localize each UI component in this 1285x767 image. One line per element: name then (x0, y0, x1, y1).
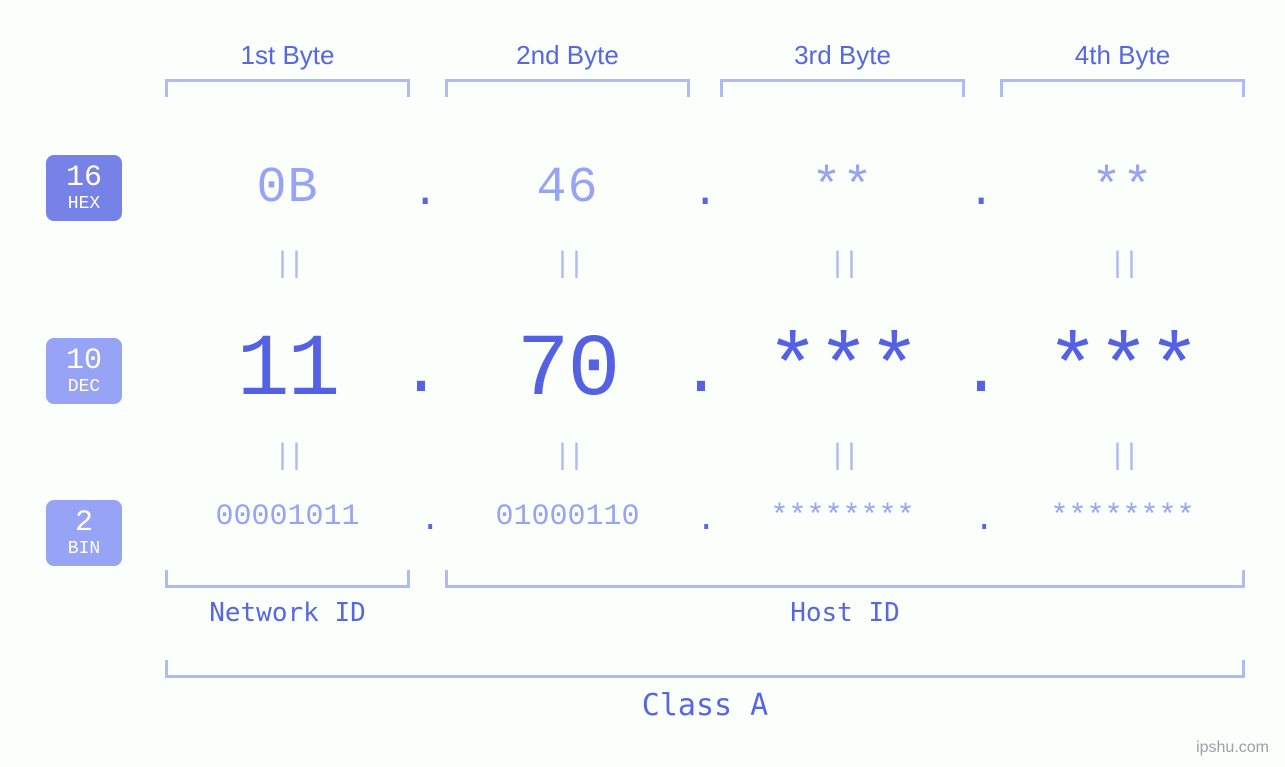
hex-val-4: ** (1000, 160, 1245, 217)
badge-hex: 16 HEX (46, 155, 122, 221)
byte-label-3: 3rd Byte (720, 40, 965, 71)
hex-dot-3: . (968, 168, 994, 218)
hex-dot-1: . (412, 168, 438, 218)
top-bracket-4 (1000, 79, 1245, 97)
byte-label-4: 4th Byte (1000, 40, 1245, 71)
eq1-1: || (165, 248, 410, 282)
class-section: Class A (165, 660, 1245, 723)
badge-dec: 10 DEC (46, 338, 122, 404)
network-label: Network ID (165, 598, 410, 628)
dec-dot-3: . (960, 334, 1002, 413)
hex-val-3: ** (720, 160, 965, 217)
bin-val-1: 00001011 (165, 500, 410, 534)
eq2-4: || (1000, 440, 1245, 474)
eq2-1: || (165, 440, 410, 474)
network-bracket (165, 570, 410, 588)
bin-val-2: 01000110 (445, 500, 690, 534)
top-bracket-3 (720, 79, 965, 97)
bin-dot-3: . (974, 502, 994, 540)
host-section: Host ID (445, 570, 1245, 628)
byte-label-2: 2nd Byte (445, 40, 690, 71)
badge-hex-lbl: HEX (68, 195, 100, 213)
eq2-2: || (445, 440, 690, 474)
class-label: Class A (165, 688, 1245, 723)
badge-bin-lbl: BIN (68, 540, 100, 558)
byte-col-1: 1st Byte (165, 40, 410, 97)
badge-bin: 2 BIN (46, 500, 122, 566)
badge-dec-lbl: DEC (68, 378, 100, 396)
byte-col-2: 2nd Byte (445, 40, 690, 97)
class-bracket (165, 660, 1245, 678)
network-section: Network ID (165, 570, 410, 628)
ip-diagram: 16 HEX 10 DEC 2 BIN 1st Byte 2nd Byte 3r… (0, 0, 1285, 767)
eq1-4: || (1000, 248, 1245, 282)
byte-label-1: 1st Byte (165, 40, 410, 71)
dec-val-4: *** (1000, 322, 1245, 421)
dec-val-1: 11 (165, 322, 410, 421)
byte-col-3: 3rd Byte (720, 40, 965, 97)
host-bracket (445, 570, 1245, 588)
eq1-2: || (445, 248, 690, 282)
bin-val-3: ******** (720, 500, 965, 534)
hex-dot-2: . (692, 168, 718, 218)
badge-hex-num: 16 (66, 163, 102, 193)
dec-dot-1: . (400, 334, 442, 413)
byte-col-4: 4th Byte (1000, 40, 1245, 97)
bin-dot-2: . (696, 502, 716, 540)
dec-val-3: *** (720, 322, 965, 421)
watermark: ipshu.com (1196, 739, 1269, 757)
eq1-3: || (720, 248, 965, 282)
bin-val-4: ******** (1000, 500, 1245, 534)
hex-val-1: 0B (165, 160, 410, 217)
bin-dot-1: . (420, 502, 440, 540)
badge-dec-num: 10 (66, 346, 102, 376)
top-bracket-2 (445, 79, 690, 97)
host-label: Host ID (445, 598, 1245, 628)
eq2-3: || (720, 440, 965, 474)
hex-val-2: 46 (445, 160, 690, 217)
dec-dot-2: . (680, 334, 722, 413)
badge-bin-num: 2 (75, 508, 93, 538)
top-bracket-1 (165, 79, 410, 97)
dec-val-2: 70 (445, 322, 690, 421)
